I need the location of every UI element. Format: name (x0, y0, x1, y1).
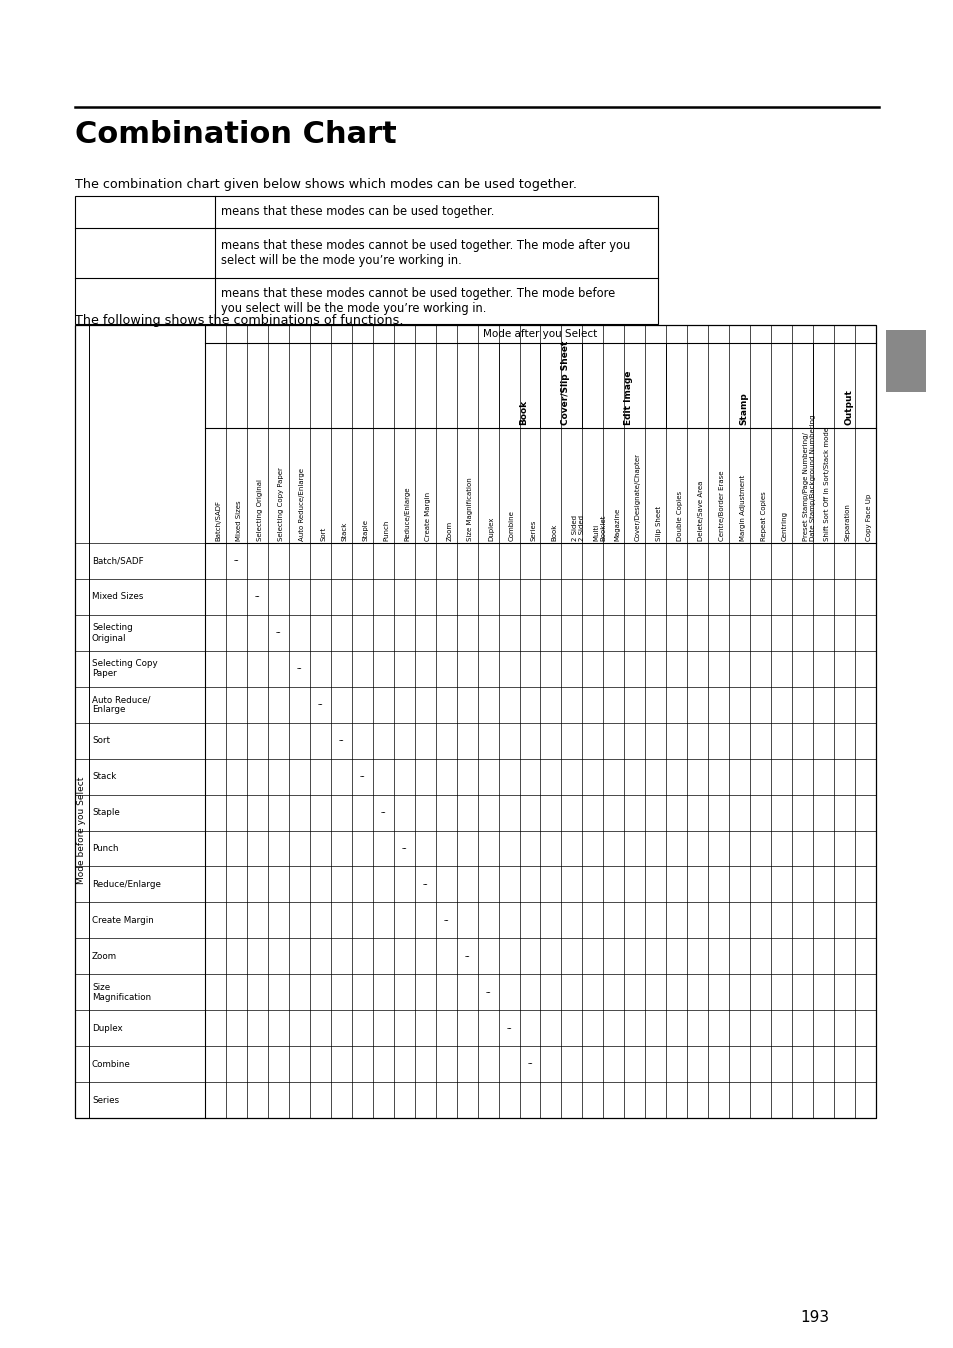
Text: Selecting Copy Paper: Selecting Copy Paper (278, 468, 284, 541)
Text: Auto Reduce/Enlarge: Auto Reduce/Enlarge (299, 468, 305, 541)
Text: Shift Sort Off In Sort/Stack mode: Shift Sort Off In Sort/Stack mode (822, 427, 829, 541)
Text: Mixed Sizes: Mixed Sizes (236, 500, 242, 541)
Text: --: -- (254, 592, 260, 601)
Text: 2 Sided
2 Sided: 2 Sided 2 Sided (572, 515, 584, 541)
Text: Combination Chart: Combination Chart (75, 120, 396, 150)
Text: Create Margin: Create Margin (425, 492, 431, 541)
Text: --: -- (317, 700, 323, 709)
Text: Multi
Booklet: Multi Booklet (593, 515, 605, 541)
Text: Combine: Combine (509, 510, 515, 541)
Text: Slip Sheet: Slip Sheet (655, 506, 661, 541)
Text: Size Magnification: Size Magnification (467, 477, 473, 541)
Text: Batch/SADF: Batch/SADF (215, 500, 221, 541)
Text: Mode before you Select: Mode before you Select (77, 776, 87, 884)
Text: Delete/Save Area: Delete/Save Area (697, 481, 703, 541)
Text: --: -- (275, 628, 281, 638)
Text: Book: Book (551, 523, 557, 541)
Text: Repeat Copies: Repeat Copies (760, 491, 766, 541)
Text: Sort: Sort (320, 527, 326, 541)
Text: Selecting
Original: Selecting Original (91, 623, 132, 643)
Text: --: -- (338, 736, 344, 745)
Text: Double Copies: Double Copies (676, 491, 682, 541)
Text: Combine: Combine (91, 1060, 131, 1069)
Text: Stamp: Stamp (739, 392, 748, 425)
Text: Reduce/Enlarge: Reduce/Enlarge (404, 487, 410, 541)
Text: --: -- (422, 880, 428, 888)
Text: Zoom: Zoom (446, 520, 452, 541)
Text: Preset Stamp/Page Numbering/
Date Stamp/Background Numbering: Preset Stamp/Page Numbering/ Date Stamp/… (801, 414, 815, 541)
Text: Staple: Staple (91, 807, 120, 817)
Text: The following shows the combinations of functions.: The following shows the combinations of … (75, 314, 403, 328)
Text: means that these modes cannot be used together. The mode after you
select will b: means that these modes cannot be used to… (221, 239, 630, 267)
Text: Reduce/Enlarge: Reduce/Enlarge (91, 880, 161, 888)
Text: Punch: Punch (383, 519, 389, 541)
Text: --: -- (443, 915, 449, 925)
Text: Output: Output (843, 390, 853, 425)
Text: Mixed Sizes: Mixed Sizes (91, 592, 143, 601)
Text: --: -- (464, 952, 470, 961)
Text: 193: 193 (800, 1310, 828, 1325)
Text: Duplex: Duplex (488, 516, 494, 541)
Bar (75, 195, 658, 324)
Text: Series: Series (530, 519, 536, 541)
Text: Create Margin: Create Margin (91, 915, 153, 925)
Text: Selecting Copy
Paper: Selecting Copy Paper (91, 659, 157, 678)
Text: Duplex: Duplex (91, 1023, 123, 1033)
Text: Punch: Punch (91, 844, 118, 853)
Text: --: -- (485, 988, 490, 996)
Text: Edit Image: Edit Image (623, 371, 633, 425)
Text: Zoom: Zoom (91, 952, 117, 961)
Text: Margin Adjustment: Margin Adjustment (739, 474, 745, 541)
Text: Separation: Separation (843, 503, 850, 541)
Text: --: -- (527, 1060, 532, 1069)
Text: Cover/Slip Sheet: Cover/Slip Sheet (561, 341, 570, 425)
Text: Sort: Sort (91, 736, 110, 745)
Text: Stack: Stack (341, 522, 347, 541)
Text: --: -- (380, 807, 386, 817)
Text: --: -- (401, 844, 407, 853)
Text: Selecting Original: Selecting Original (257, 479, 263, 541)
Text: Auto Reduce/
Enlarge: Auto Reduce/ Enlarge (91, 696, 151, 714)
Text: Copy Face Up: Copy Face Up (864, 493, 871, 541)
Text: --: -- (296, 665, 302, 673)
Text: Batch/SADF: Batch/SADF (91, 557, 144, 565)
Text: Stack: Stack (91, 772, 116, 780)
Text: means that these modes can be used together.: means that these modes can be used toget… (221, 205, 494, 218)
Text: Cover/Designate/Chapter: Cover/Designate/Chapter (634, 453, 640, 541)
Text: Mode after you Select: Mode after you Select (483, 329, 597, 338)
Bar (885, 330, 925, 392)
Text: means that these modes cannot be used together. The mode before
you select will : means that these modes cannot be used to… (221, 287, 615, 315)
Text: Staple: Staple (362, 519, 368, 541)
Text: Series: Series (91, 1096, 119, 1104)
Text: The combination chart given below shows which modes can be used together.: The combination chart given below shows … (75, 178, 577, 191)
Text: Centre/Border Erase: Centre/Border Erase (718, 470, 724, 541)
Text: Book: Book (519, 400, 528, 425)
Text: Magazine: Magazine (613, 508, 619, 541)
Text: --: -- (359, 772, 365, 780)
Text: Centring: Centring (781, 511, 787, 541)
Bar (75, 325, 875, 1117)
Text: --: -- (506, 1023, 511, 1033)
Text: --: -- (233, 557, 239, 565)
Text: Size
Magnification: Size Magnification (91, 983, 151, 1002)
